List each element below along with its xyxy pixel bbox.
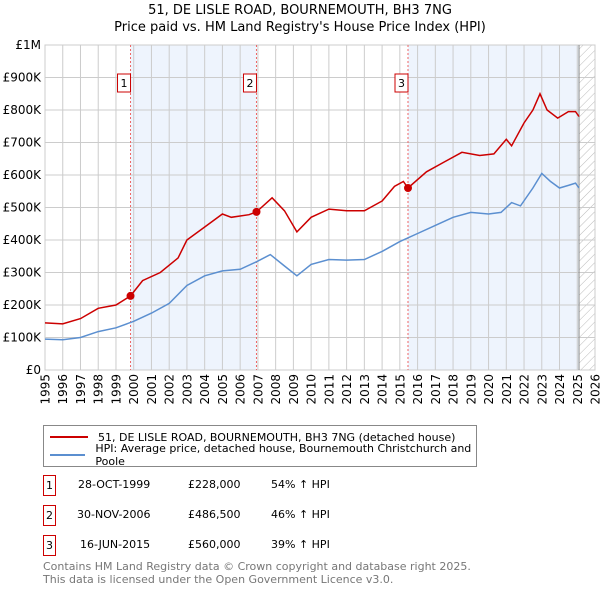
y-tick-label: £0	[26, 363, 41, 377]
x-tick-label: 2020	[482, 374, 496, 405]
x-tick-label: 1998	[92, 374, 106, 405]
y-tick-label: £200K	[3, 298, 43, 312]
x-tick-label: 2003	[180, 374, 194, 405]
sale-label: 1	[121, 77, 128, 90]
x-tick-label: 2014	[376, 374, 390, 405]
x-tick-label: 2002	[163, 374, 177, 405]
x-tick-label: 2022	[518, 374, 532, 405]
x-tick-label: 2004	[198, 374, 212, 405]
chart-subtitle: Price paid vs. HM Land Registry's House …	[114, 20, 486, 35]
sale-marker-badge: 2	[43, 505, 56, 526]
x-tick-label: 2012	[340, 374, 354, 405]
x-tick-label: 1995	[39, 374, 53, 405]
x-tick-label: 1997	[74, 374, 88, 405]
plot-border	[44, 44, 596, 371]
legend-label: 51, DE LISLE ROAD, BOURNEMOUTH, BH3 7NG …	[98, 430, 456, 444]
x-tick-label: 2025	[571, 374, 585, 405]
footer: Contains HM Land Registry data © Crown c…	[43, 560, 471, 586]
legend: 51, DE LISLE ROAD, BOURNEMOUTH, BH3 7NG …	[43, 425, 477, 468]
sale-date: 30-NOV-2006	[77, 508, 151, 521]
legend-item-property: 51, DE LISLE ROAD, BOURNEMOUTH, BH3 7NG …	[50, 429, 455, 445]
footer-line: This data is licensed under the Open Gov…	[43, 573, 394, 586]
sale-row: 3 16-JUN-2015 £560,000 39% ↑ HPI	[43, 535, 443, 556]
y-tick-label: £100K	[3, 331, 43, 345]
legend-item-hpi: HPI: Average price, detached house, Bour…	[50, 442, 476, 468]
y-tick-label: £600K	[3, 168, 43, 182]
sale-label-box	[394, 73, 409, 93]
sale-point	[126, 291, 135, 300]
x-tick-label: 2011	[322, 374, 336, 405]
legend-label: HPI: Average price, detached house, Bour…	[95, 442, 472, 468]
legend-swatch-blue	[50, 454, 86, 456]
sale-marker-badge: 1	[43, 475, 56, 496]
x-tick-label: 2017	[429, 374, 443, 405]
footer-line: Contains HM Land Registry data © Crown c…	[43, 560, 471, 573]
x-tick-label: 2007	[251, 374, 265, 405]
x-tick-label: 2015	[393, 374, 407, 405]
x-tick-label: 2006	[234, 374, 248, 405]
x-tick-label: 2016	[411, 374, 425, 405]
x-tick-label: 2013	[358, 374, 372, 405]
x-tick-label: 2018	[447, 374, 461, 405]
sale-label: 2	[246, 77, 253, 90]
y-tick-label: £300K	[3, 266, 43, 280]
x-tick-label: 2008	[269, 374, 283, 405]
sale-point	[404, 184, 412, 192]
y-tick-label: £500K	[3, 201, 43, 215]
x-tick-label: 1999	[109, 374, 123, 405]
sale-price: £228,000	[188, 478, 241, 491]
x-tick-label: 2026	[589, 374, 600, 405]
x-tick-label: 2019	[464, 374, 478, 405]
sale-hpi: 54% ↑ HPI	[271, 478, 330, 491]
sale-label-box	[242, 73, 257, 93]
x-tick-label: 2023	[535, 374, 549, 405]
x-tick-label: 2024	[553, 374, 567, 405]
chart-title: 51, DE LISLE ROAD, BOURNEMOUTH, BH3 7NG	[148, 3, 452, 18]
plot-area: 1995 1996 1997 1998 1999 2000 2001 2002 2003 2004…	[3, 38, 600, 405]
x-tick-label: 2005	[216, 374, 230, 405]
y-tick-label: £800K	[3, 103, 43, 117]
sale-marker-badge: 3	[43, 535, 56, 556]
legend-swatch-red	[50, 436, 88, 438]
x-tick-label: 2009	[287, 374, 301, 405]
y-tick-label: £700K	[3, 136, 43, 150]
sale-date: 16-JUN-2015	[80, 538, 151, 551]
sale-row: 1 28-OCT-1999 £228,000 54% ↑ HPI	[43, 475, 443, 496]
sale-price: £486,500	[188, 508, 241, 521]
y-tick-label: £1M	[15, 38, 41, 52]
x-tick-label: 2000	[127, 374, 141, 405]
x-tick-label: 1996	[56, 374, 70, 405]
x-tick-label: 2010	[305, 374, 319, 405]
x-tick-label: 2001	[145, 374, 159, 405]
y-tick-label: £400K	[3, 233, 43, 247]
sale-hpi: 39% ↑ HPI	[271, 538, 330, 551]
sale-hpi: 46% ↑ HPI	[271, 508, 330, 521]
series-line	[44, 172, 580, 341]
sale-row: 2 30-NOV-2006 £486,500 46% ↑ HPI	[43, 505, 443, 526]
y-tick-label: £900K	[3, 71, 43, 85]
x-tick-label: 2021	[500, 374, 514, 405]
series-line	[44, 91, 580, 325]
sale-price: £560,000	[188, 538, 241, 551]
sale-date: 28-OCT-1999	[78, 478, 151, 491]
sale-point	[252, 207, 261, 216]
sale-label-box	[117, 73, 132, 93]
sale-label: 3	[398, 77, 405, 90]
